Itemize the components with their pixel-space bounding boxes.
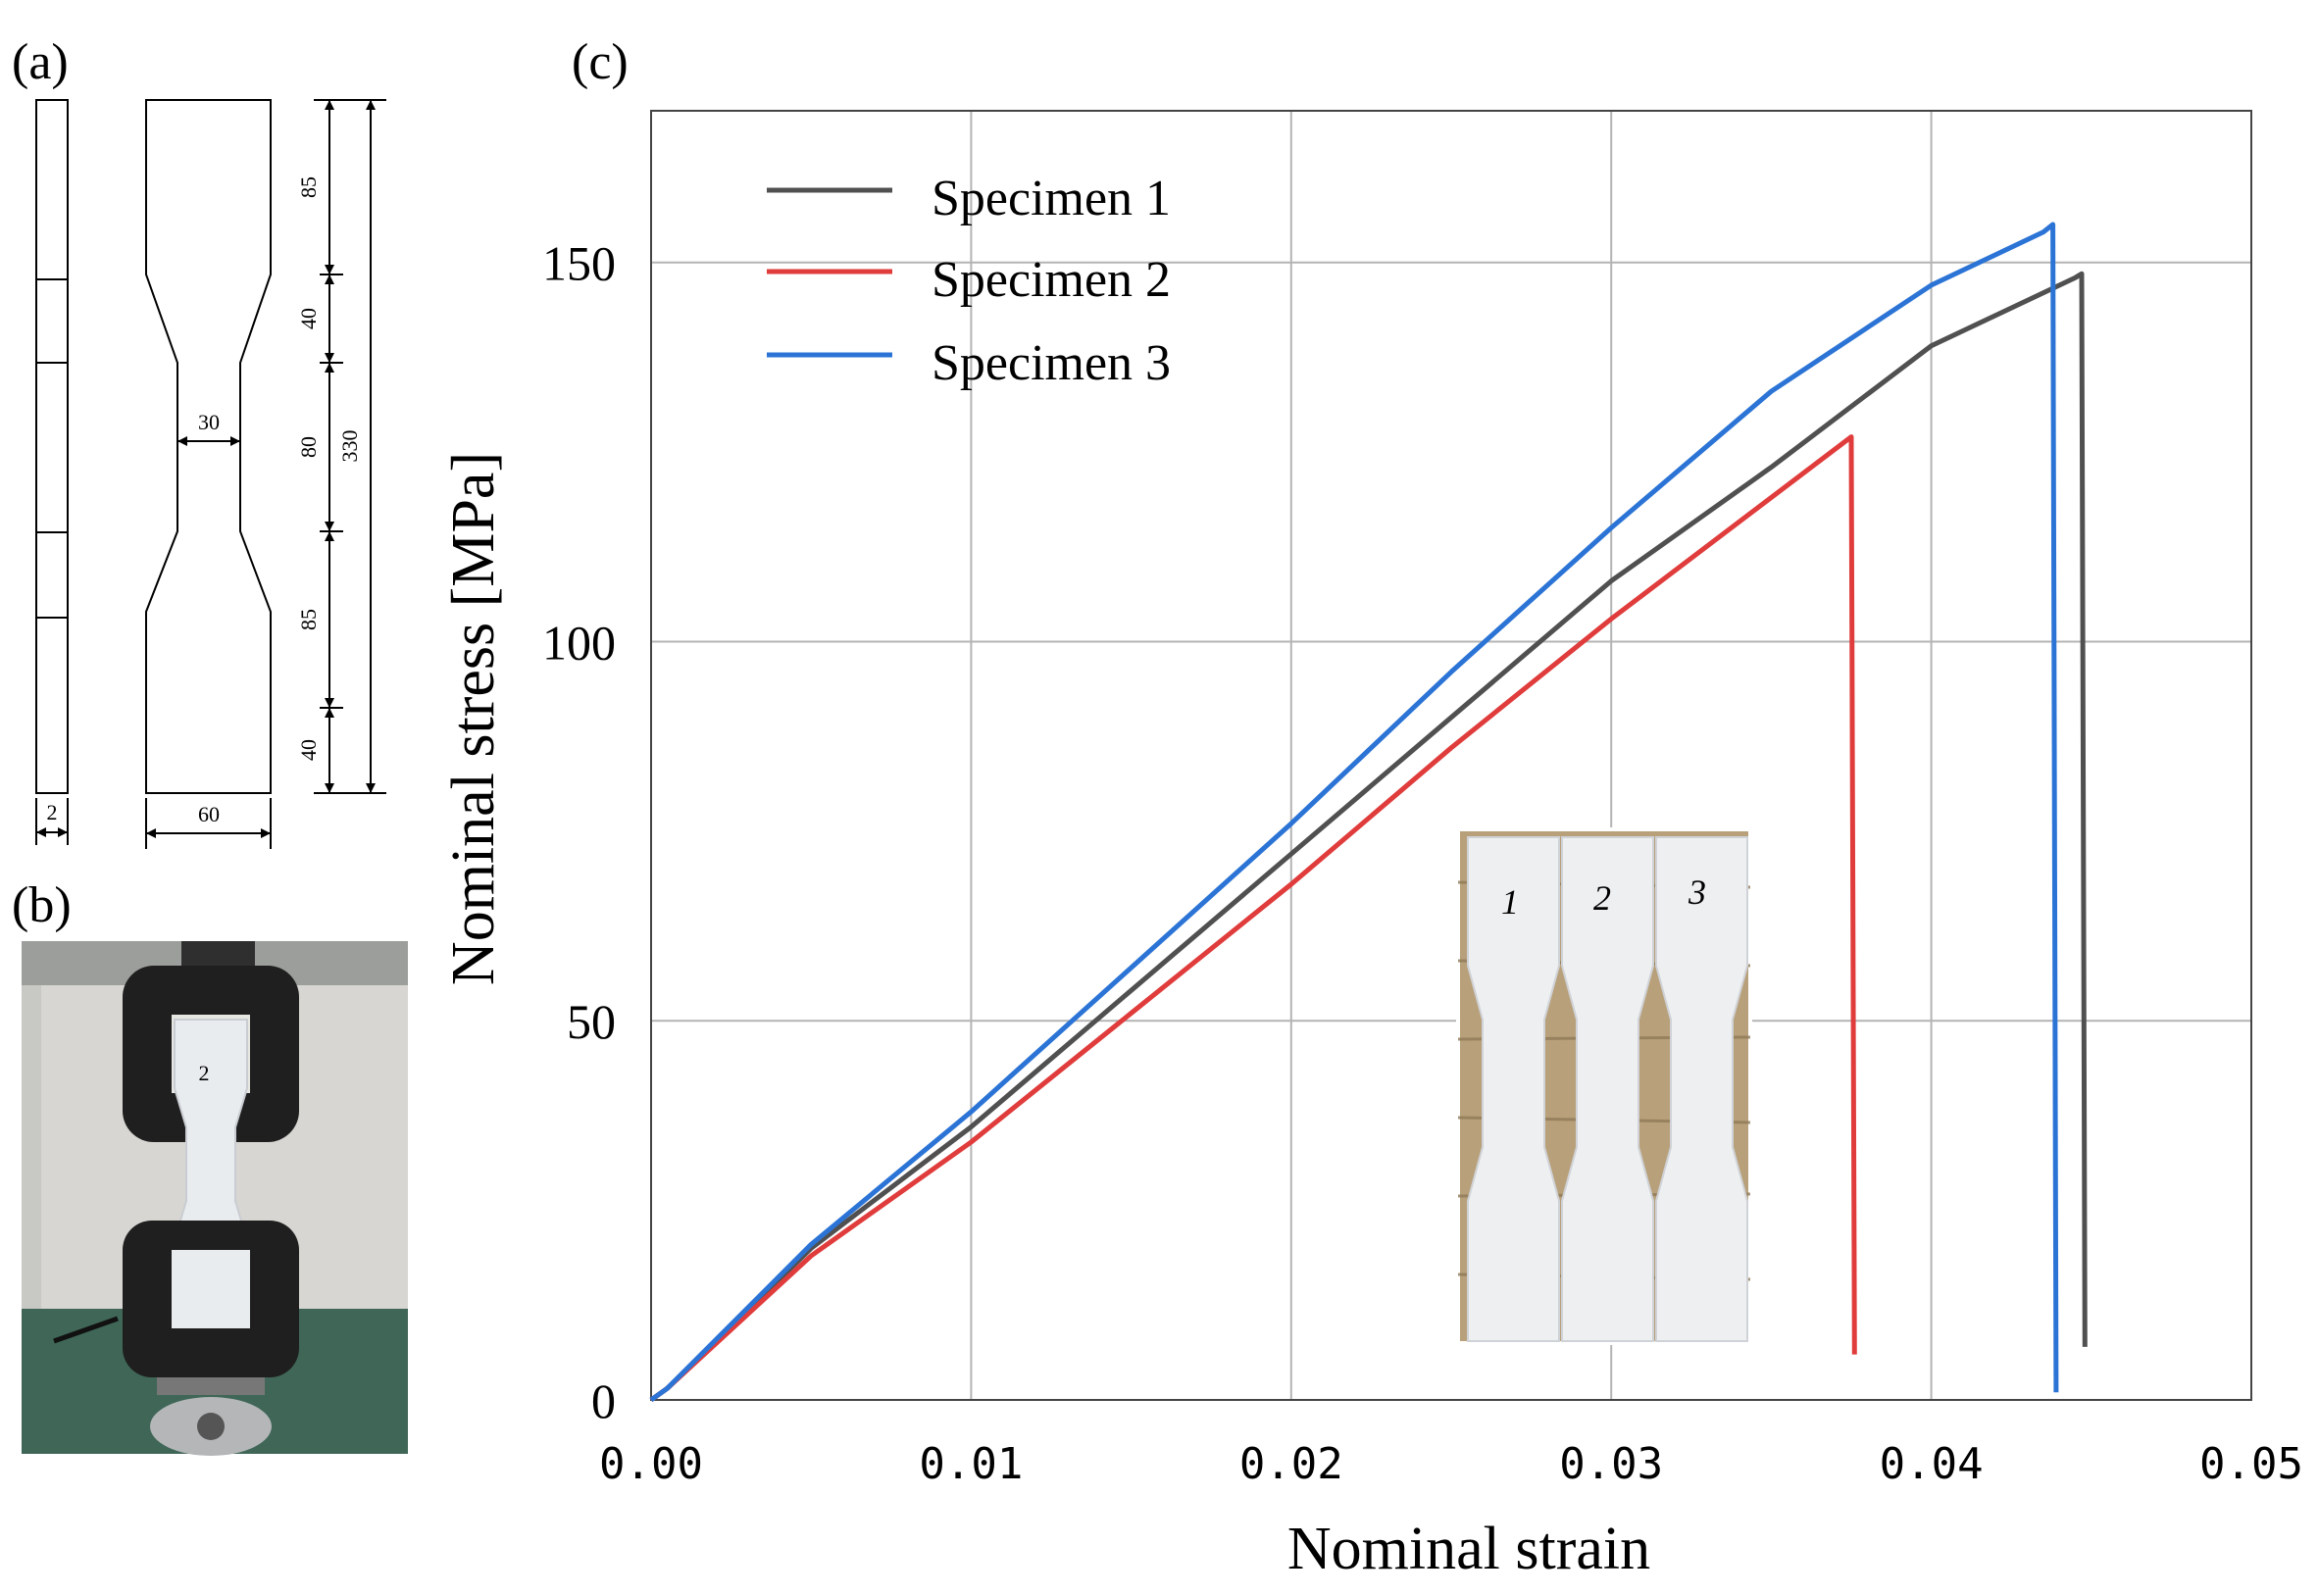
dim-seg-3: 80: [296, 436, 321, 458]
panel-a-label: (a): [12, 34, 69, 90]
dim-end-width-label: 60: [198, 802, 220, 826]
y-tick-label: 50: [567, 994, 616, 1049]
dim-seg-2: 40: [296, 308, 321, 329]
panel-c-label: (c): [572, 34, 629, 90]
x-tick-label: 0.01: [919, 1439, 1023, 1489]
panel-c: (c) 0 50 100 150 0.00 0.01 0.02 0.03 0.04 0.05 N…: [440, 34, 2303, 1582]
photo-specimen-tag: 2: [199, 1061, 210, 1085]
dim-thickness-label: 2: [47, 800, 58, 824]
inset-label-1: 1: [1501, 882, 1519, 922]
series-line-specimen-2: [649, 434, 1857, 1403]
x-tick-label: 0.02: [1239, 1439, 1343, 1489]
chart-legend: Specimen 1 Specimen 2 Specimen 3: [767, 171, 1171, 391]
inset-label-3: 3: [1688, 873, 1706, 912]
x-tick-label: 0.05: [2199, 1439, 2303, 1489]
legend-label-specimen-2: Specimen 2: [932, 252, 1171, 308]
x-tick-label: 0.04: [1880, 1439, 1984, 1489]
dim-seg-4: 85: [296, 609, 321, 630]
x-axis-label: Nominal strain: [1287, 1516, 1650, 1582]
chart-grid: [651, 111, 2251, 1400]
dim-neck-width: [177, 436, 240, 446]
y-axis-label: Nominal stress [MPa]: [440, 452, 507, 985]
specimen-front-view: [145, 99, 272, 794]
dim-total: 330: [337, 430, 362, 463]
y-tick-label: 150: [542, 236, 616, 291]
panel-b-label: (b): [12, 877, 72, 933]
dim-neck-width-label: 30: [198, 410, 220, 434]
series-line-specimen-1: [649, 271, 2088, 1403]
dim-thickness: [35, 798, 69, 845]
series-line-specimen-3: [649, 222, 2059, 1403]
inset-label-2: 2: [1593, 878, 1611, 918]
specimen-side-view: [35, 99, 69, 794]
plot-frame: [650, 110, 2252, 1401]
legend-label-specimen-3: Specimen 3: [932, 335, 1171, 391]
x-tick-label: 0.00: [599, 1439, 703, 1489]
x-tick-label: 0.03: [1559, 1439, 1663, 1489]
inset-specimens-photo: 1 2 3: [1456, 827, 1752, 1345]
x-tick-labels: 0.00 0.01 0.02 0.03 0.04 0.05: [599, 1439, 2303, 1489]
dim-seg-1: 85: [296, 176, 321, 198]
dim-chain: [314, 99, 386, 794]
dim-end-width: [145, 798, 272, 849]
legend-label-specimen-1: Specimen 1: [932, 171, 1171, 226]
chart-series: [649, 222, 2088, 1403]
panel-a: (a) 2 30 60: [12, 34, 386, 849]
y-tick-labels: 0 50 100 150: [542, 236, 616, 1428]
test-photo: 2: [22, 941, 408, 1456]
panel-b: (b) 2: [12, 877, 408, 1456]
y-tick-label: 100: [542, 615, 616, 670]
y-tick-label: 0: [591, 1373, 616, 1428]
dim-seg-5: 40: [296, 739, 321, 761]
